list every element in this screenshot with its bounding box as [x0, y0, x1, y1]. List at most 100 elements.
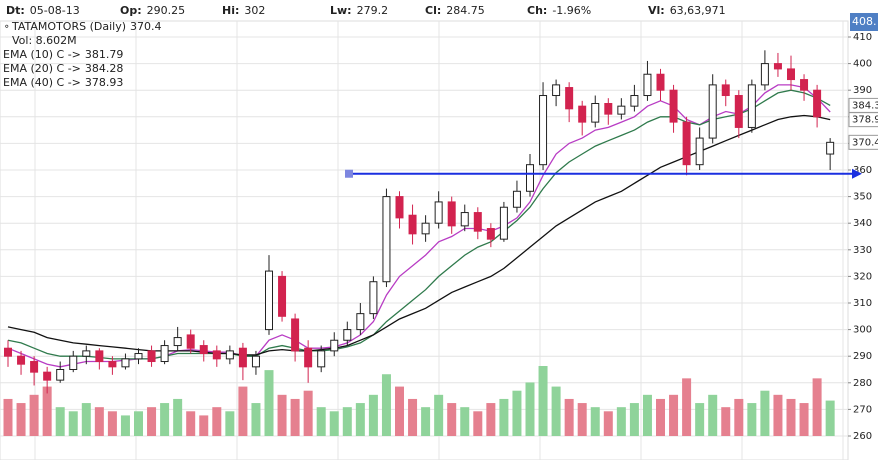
y-tick-label: 280: [853, 378, 872, 389]
volume-bar: [590, 407, 600, 436]
header-value: 290.25: [147, 4, 186, 17]
candle-body: [773, 63, 782, 70]
y-tick-label: 350: [853, 192, 872, 203]
volume-bar: [238, 386, 248, 436]
header-label: Vl:: [648, 4, 665, 17]
candle-body: [291, 318, 300, 352]
candle-body: [95, 350, 104, 363]
volume-bar: [329, 411, 339, 436]
candle-body: [617, 105, 626, 115]
candle-body: [656, 73, 665, 91]
candle-body: [225, 350, 234, 360]
volume-bar: [264, 370, 274, 436]
legend-entry: EMA (10) C ->: [3, 48, 81, 61]
candle-body: [4, 347, 12, 357]
y-tick-label: 410: [853, 32, 872, 43]
header-value: 05-08-13: [30, 4, 80, 17]
legend-icon: ⚬: [3, 23, 11, 33]
candle-body: [669, 89, 678, 123]
y-tick-label: 360: [853, 165, 872, 176]
candle-body: [304, 347, 313, 368]
legend-volume: Vol: 8.602M: [12, 34, 77, 47]
candle-body: [265, 270, 273, 331]
candle-body: [238, 347, 247, 368]
volume-bar: [760, 390, 770, 436]
header-value: 284.75: [446, 4, 485, 17]
candle-body: [343, 329, 352, 341]
candle-body: [512, 190, 521, 208]
volume-bar: [603, 411, 613, 436]
volume-bar: [173, 398, 183, 436]
header-label: Ch:: [527, 4, 547, 17]
volume-bar: [212, 407, 222, 436]
candle-body: [460, 212, 469, 227]
candle-body: [278, 275, 287, 317]
candle-body: [421, 222, 430, 235]
volume-bar: [629, 403, 639, 436]
y-tick-label: 320: [853, 271, 872, 282]
volume-bar: [381, 374, 391, 436]
volume-bar: [94, 407, 104, 436]
volume-bar: [525, 382, 535, 436]
line-handle: [345, 169, 353, 178]
volume-bar: [512, 390, 522, 436]
candle-body: [721, 84, 730, 97]
y-tick-label: 260: [853, 431, 872, 442]
volume-bar: [721, 407, 731, 436]
plot: 2602702802903003103203303403503603703803…: [0, 13, 878, 460]
candle-body: [317, 350, 326, 368]
candle-body: [486, 228, 495, 240]
volume-bar: [499, 398, 509, 436]
candle-body: [330, 339, 339, 352]
y-tick-label: 290: [853, 351, 872, 362]
volume-bar: [421, 407, 431, 436]
candle-body: [826, 141, 835, 155]
volume-bar: [734, 398, 744, 436]
candle-body: [434, 201, 443, 224]
candle-body: [526, 164, 534, 192]
candle-body: [408, 214, 417, 235]
legend-value: 381.79: [85, 48, 124, 61]
volume-bar: [812, 378, 822, 436]
header-label: Op:: [120, 4, 142, 17]
candle-body: [199, 345, 208, 355]
legend-value: 384.28: [85, 62, 124, 75]
candle-body: [473, 212, 482, 232]
candle-body: [160, 345, 169, 363]
volume-bar: [825, 400, 835, 436]
price-badge: 384.3: [852, 100, 878, 111]
candle-body: [356, 313, 365, 331]
volume-bar: [55, 407, 65, 436]
volume-bar: [29, 394, 39, 436]
candle-body: [186, 334, 195, 349]
y-tick-label: 390: [853, 85, 872, 96]
candle-body: [708, 84, 717, 139]
candle-body: [147, 350, 156, 363]
candle-body: [134, 353, 143, 360]
ema-line: [7, 89, 831, 360]
candle-body: [43, 371, 52, 381]
volume-bar: [447, 403, 457, 436]
candle-body: [108, 361, 117, 368]
candle-body: [539, 95, 548, 166]
price-badge-bg: [848, 134, 878, 150]
header-value: -1.96%: [552, 4, 591, 17]
volume-bar: [277, 394, 287, 436]
volume-bar: [42, 386, 52, 436]
volume-bar: [642, 394, 652, 436]
volume-bar: [303, 390, 313, 436]
y-tick-label: 400: [853, 59, 872, 70]
candle-body: [591, 103, 600, 123]
legend-value: 378.93: [85, 76, 124, 89]
candle-body: [565, 87, 574, 110]
header-label: Hi:: [222, 4, 239, 17]
candle-body: [395, 196, 404, 219]
y-tick-label: 340: [853, 218, 872, 229]
volume-bar: [577, 403, 587, 436]
candle-body: [578, 105, 587, 123]
plot-area: [0, 20, 849, 460]
volume-bar: [460, 407, 470, 436]
y-tick-label: 300: [853, 325, 872, 336]
